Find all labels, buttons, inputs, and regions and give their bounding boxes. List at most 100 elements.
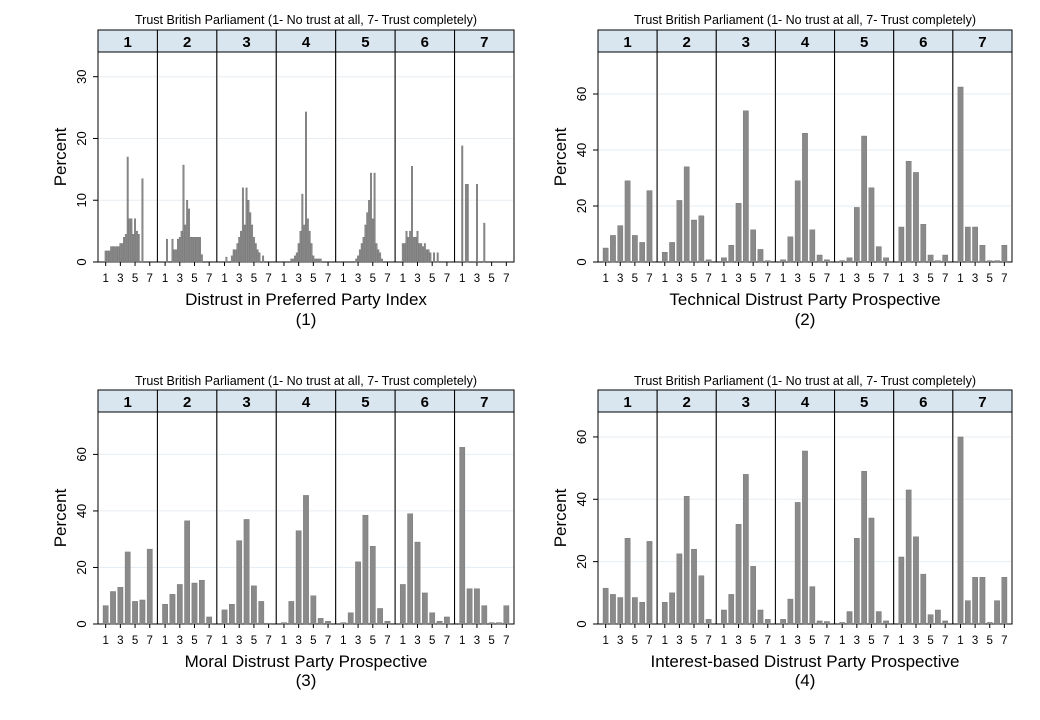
y-tick-label: 60: [574, 430, 589, 444]
x-tick-label: 5: [488, 273, 494, 285]
facet-label: 3: [742, 394, 750, 411]
bar: [861, 135, 867, 263]
bar: [177, 238, 179, 263]
x-tick-label: 5: [132, 635, 138, 647]
y-tick-label: 0: [574, 620, 589, 627]
bar: [669, 592, 675, 625]
x-tick-label: 5: [691, 273, 697, 285]
x-axis-label: Interest-based Distrust Party Prospectiv…: [651, 652, 960, 671]
bar: [898, 556, 905, 625]
bar: [698, 215, 705, 263]
facet-label: 6: [919, 394, 927, 411]
bar: [411, 166, 413, 263]
bar: [418, 243, 421, 263]
bar: [875, 246, 882, 263]
bar: [414, 541, 421, 625]
y-tick-label: 20: [574, 199, 589, 213]
bar: [401, 243, 404, 263]
facet-label: 1: [124, 34, 132, 51]
y-tick-label: 40: [574, 492, 589, 506]
bar: [407, 513, 414, 625]
bar: [728, 244, 735, 263]
y-tick-label: 0: [74, 620, 89, 627]
bar: [369, 546, 376, 625]
facet-panel-7: 71 3 5 7: [952, 29, 1013, 285]
y-tick-label: 20: [74, 560, 89, 574]
x-tick-label: 7: [325, 273, 331, 285]
facet-label: 2: [683, 394, 691, 411]
x-tick-label: 1: [602, 273, 608, 285]
bar: [661, 251, 668, 263]
bar: [913, 172, 919, 263]
x-axis-label: Technical Distrust Party Prospective: [669, 290, 940, 309]
subplot-3: Trust British Parliament (1- No trust at…: [51, 374, 515, 690]
bar: [764, 619, 771, 625]
bar: [375, 243, 378, 263]
bar: [379, 252, 382, 263]
x-tick-label: 5: [987, 273, 993, 285]
x-tick-label: 1: [221, 273, 227, 285]
facet-panel-5: 51 3 5 7: [834, 389, 895, 647]
bar: [883, 620, 889, 625]
x-tick-label: 5: [191, 273, 197, 285]
chart-title: Trust British Parliament (1- No trust at…: [135, 13, 477, 27]
bar: [188, 208, 190, 263]
x-tick-label: 7: [705, 635, 711, 647]
bar: [189, 237, 192, 263]
bar: [787, 236, 794, 263]
facet-panel-1: 11 3 5 7: [97, 29, 158, 285]
x-tick-label: 3: [295, 273, 301, 285]
bar: [423, 243, 426, 263]
bar: [683, 166, 690, 263]
x-tick-label: 7: [206, 273, 212, 285]
x-tick-label: 7: [384, 273, 390, 285]
bar: [254, 243, 257, 263]
bar: [979, 244, 986, 263]
bar: [942, 254, 949, 263]
bar: [355, 561, 361, 625]
bar: [371, 218, 374, 263]
facet-frame: [394, 51, 456, 263]
x-tick-label: 5: [868, 273, 874, 285]
facet-label: 5: [361, 394, 369, 411]
x-tick-label: 5: [987, 635, 993, 647]
x-tick-label: 3: [794, 635, 800, 647]
facet-label: 3: [742, 34, 750, 51]
bar: [639, 601, 646, 625]
bar: [247, 200, 250, 263]
x-tick-label: 1: [102, 635, 108, 647]
x-axis-label: Moral Distrust Party Prospective: [185, 652, 428, 671]
facet-label: 2: [683, 34, 691, 51]
bar: [381, 258, 383, 263]
bar: [308, 230, 311, 263]
x-tick-label: 5: [429, 635, 435, 647]
bar: [199, 237, 201, 263]
facet-panel-5: 51 3 5 7: [335, 29, 396, 285]
x-tick-label: 7: [883, 635, 889, 647]
bar: [1001, 577, 1008, 625]
x-tick-label: 1: [162, 635, 168, 647]
x-tick-label: 5: [310, 273, 316, 285]
bar: [868, 517, 875, 625]
x-tick-label: 1: [662, 635, 668, 647]
bar: [113, 246, 116, 263]
x-tick-label: 7: [206, 635, 212, 647]
x-tick-label: 7: [265, 635, 271, 647]
subplot-number: (4): [795, 671, 816, 690]
y-axis-label: Percent: [551, 127, 570, 186]
facet-label: 7: [978, 34, 986, 51]
bar: [905, 160, 912, 263]
bar: [705, 619, 712, 625]
bar: [347, 612, 354, 625]
x-tick-label: 3: [972, 273, 978, 285]
x-tick-label: 1: [340, 635, 346, 647]
y-tick-label: 60: [574, 87, 589, 101]
bar: [794, 180, 801, 263]
bar: [957, 86, 964, 263]
bar: [624, 538, 631, 625]
bar: [905, 489, 912, 625]
bar: [986, 622, 993, 625]
bar: [281, 622, 287, 625]
bar: [816, 620, 823, 625]
bar: [927, 614, 934, 625]
